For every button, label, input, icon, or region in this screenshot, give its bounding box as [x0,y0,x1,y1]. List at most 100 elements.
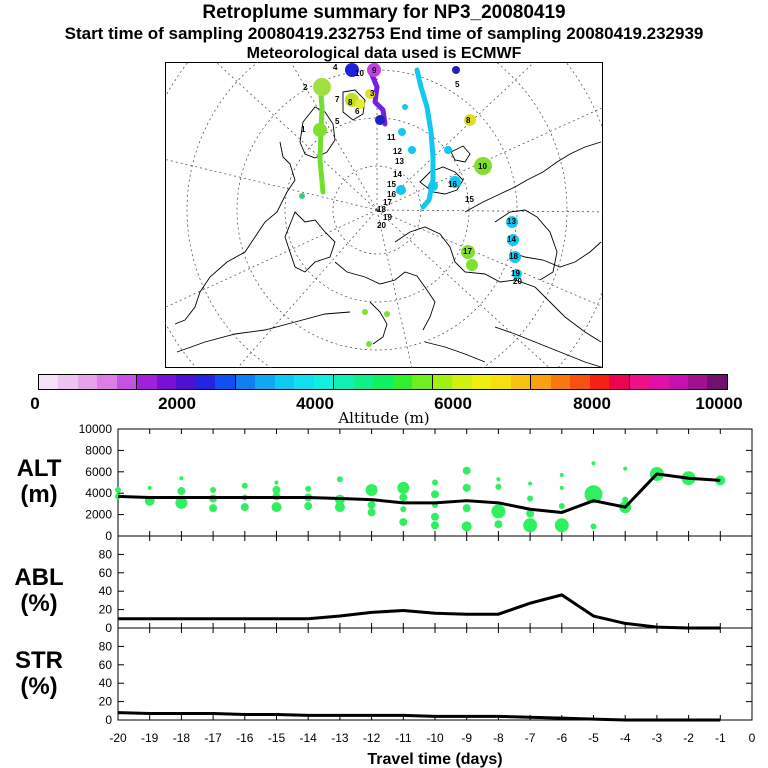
altitude-cluster-marker [591,461,596,466]
altitude-cluster-marker [462,466,471,475]
alt-y-tick-label: 8000 [85,443,112,457]
map-label: 13 [395,157,404,166]
colorbar-segment [452,375,472,389]
str-label-line2: (%) [20,673,58,700]
x-axis-label: Travel time (days) [367,751,502,768]
map-label: 8 [348,98,353,107]
marker [365,89,375,99]
map-label: 16 [387,190,396,199]
colorbar-segment [471,375,492,389]
marker [375,115,385,125]
colorbar-tick-label: 10000 [695,394,743,413]
map-label: 18 [509,252,518,261]
x-tick-label: -8 [493,731,504,745]
map-label: 20 [513,277,522,286]
altitude-cluster-marker [400,506,407,513]
colorbar-segment [58,375,78,389]
altitude-cluster-marker [179,476,184,481]
alt-y-tick-label: 10000 [79,422,113,436]
map-label: 14 [393,170,402,179]
altitude-cluster-marker [462,504,471,513]
abl-y-tick-label: 20 [99,603,113,617]
colorbar-segment [707,375,727,389]
polar-map-svg: 4 10 9 3 8 2 7 6 5 1 12 11 13 14 15 16 1… [165,62,603,368]
colorbar-tick-label: 0 [30,394,40,413]
map-label: 19 [511,269,520,278]
colorbar-title: Altitude (m) [338,409,430,427]
altitude-cluster-marker [558,503,565,510]
map-label: 17 [383,198,392,207]
altitude-cluster-marker [496,477,501,482]
alt-y-tick-label: 6000 [85,465,112,479]
x-tick-label: -10 [426,731,444,745]
marker [345,63,359,77]
marker [299,193,305,199]
colorbar-segment [116,375,137,389]
altitude-cluster-marker [623,466,628,471]
altitude-cluster-marker [461,521,472,532]
abl-series-line [118,593,721,630]
map-label: 10 [478,162,487,171]
colorbar-tick-label: 2000 [158,394,196,413]
altitude-cluster-marker [367,508,376,517]
colorbar-segment [570,375,590,389]
trajectory-line-green [317,81,326,195]
x-tick-label: -19 [141,731,159,745]
marker [355,99,365,109]
marker [408,146,416,154]
abl-y-tick-label: 60 [99,566,113,580]
colorbar-segment [373,375,393,389]
marker [396,185,406,195]
alt-y-tick-label: 4000 [85,486,112,500]
colorbar-segment [294,375,314,389]
map-labels: 4 10 9 3 8 2 7 6 5 1 12 11 13 14 15 16 1… [301,63,522,286]
map-label: 8 [466,116,471,125]
alt-label-line1: ALT [16,455,62,482]
map-label: 17 [463,247,472,256]
altitude-cluster-marker [367,500,376,509]
str-panel-label: STR (%) [4,648,74,700]
altitude-cluster-marker [399,493,408,502]
x-tick-label: -16 [236,731,254,745]
altitude-cluster-marker [399,518,408,527]
colorbar-segment [491,375,511,389]
map-label: 20 [377,221,386,230]
marker [366,341,372,347]
altitude-cluster-marker [272,485,281,494]
marker [313,123,327,137]
colorbar-segment [156,375,177,389]
str-label-line1: STR [15,647,63,674]
colorbar-segment [649,375,669,389]
trajectory-line-purple [367,67,388,127]
colorbar-segment [431,375,453,389]
marker [474,157,492,175]
map-label: 12 [393,147,402,156]
abl-panel-label: ABL (%) [4,565,74,617]
x-tick-label: -13 [331,731,349,745]
marker [449,176,461,188]
abl-label-line2: (%) [20,590,58,617]
map-label: 10 [355,69,364,78]
sampling-time-title: Start time of sampling 20080419.232753 E… [64,24,704,43]
trajectory-line-cyan [414,67,436,210]
alt-y-tick-label: 2000 [85,508,112,522]
str-plot-frame [117,627,753,721]
altitude-cluster-marker [462,483,471,492]
marker [362,309,368,315]
marker [367,63,381,77]
map-label: 11 [387,133,396,142]
altitude-cluster-marker [397,481,410,494]
altitude-cluster-marker [147,485,152,490]
colorbar-segment [392,375,413,389]
map-label: 5 [455,80,460,89]
abl-y-tick-label: 40 [99,584,113,598]
map-label: 18 [377,205,386,214]
x-tick-label: -20 [109,731,127,745]
colorbar-segment [550,375,571,389]
map-label: 7 [335,95,340,104]
altitude-cluster-marker [305,485,312,492]
altitude-cluster-marker [336,476,343,483]
abl-y-tick-label: 80 [99,547,113,561]
str-y-tick-label: 60 [99,658,113,672]
str-y-tick-label: 20 [99,695,113,709]
